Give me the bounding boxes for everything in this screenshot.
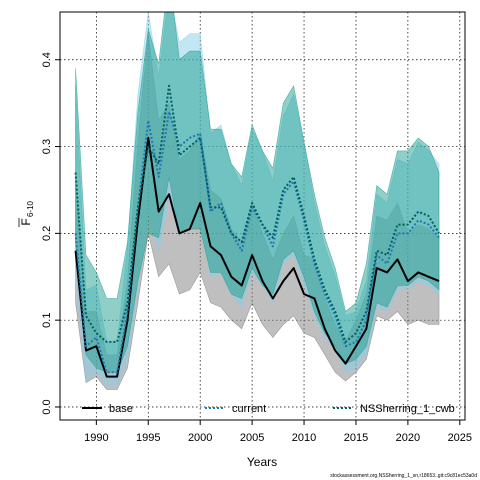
x-tick-label-1: 1995: [136, 432, 160, 444]
x-tick-label-5: 2015: [344, 432, 368, 444]
x-tick-label-3: 2005: [240, 432, 264, 444]
confidence-bands: [75, 12, 440, 390]
legend: base current NSSherring_1_cwb: [82, 403, 455, 415]
x-tick-label-6: 2020: [396, 432, 420, 444]
legend-label-base: base: [109, 403, 133, 415]
x-tick-label-7: 2025: [448, 432, 472, 444]
y-tick-label-3: 0.3: [41, 139, 53, 154]
y-axis: 0.0 0.1 0.2 0.3 0.4: [41, 52, 60, 415]
line-base: [74, 136, 440, 378]
x-tick-label-4: 2010: [292, 432, 316, 444]
y-tick-label-1: 0.1: [41, 313, 53, 328]
legend-label-NSSherring_1_cwb: NSSherring_1_cwb: [360, 403, 455, 415]
x-tick-label-2: 2000: [188, 432, 212, 444]
line-NSSherring_1_cwb: [74, 84, 440, 343]
x-tick-label-0: 1990: [84, 432, 108, 444]
y-tick-label-2: 0.2: [41, 226, 53, 241]
plot-frame: [59, 11, 466, 421]
y-tick-label-4: 0.4: [41, 52, 53, 67]
x-axis-title: Years: [247, 455, 277, 469]
series-lines: [74, 84, 440, 378]
legend-label-current: current: [232, 403, 266, 415]
y-axis-title-subscript: 6-10: [26, 200, 35, 217]
y-axis-title: F 6-10: [18, 200, 35, 227]
footer-note: stockassessment.org,NSSherring_1_sn,r186…: [330, 473, 477, 479]
y-axis-title-main: F: [19, 218, 33, 225]
x-axis: 1990 1995 2000 2005 2010 2015 2020 2025: [84, 420, 472, 444]
y-tick-label-0: 0.0: [41, 399, 53, 414]
